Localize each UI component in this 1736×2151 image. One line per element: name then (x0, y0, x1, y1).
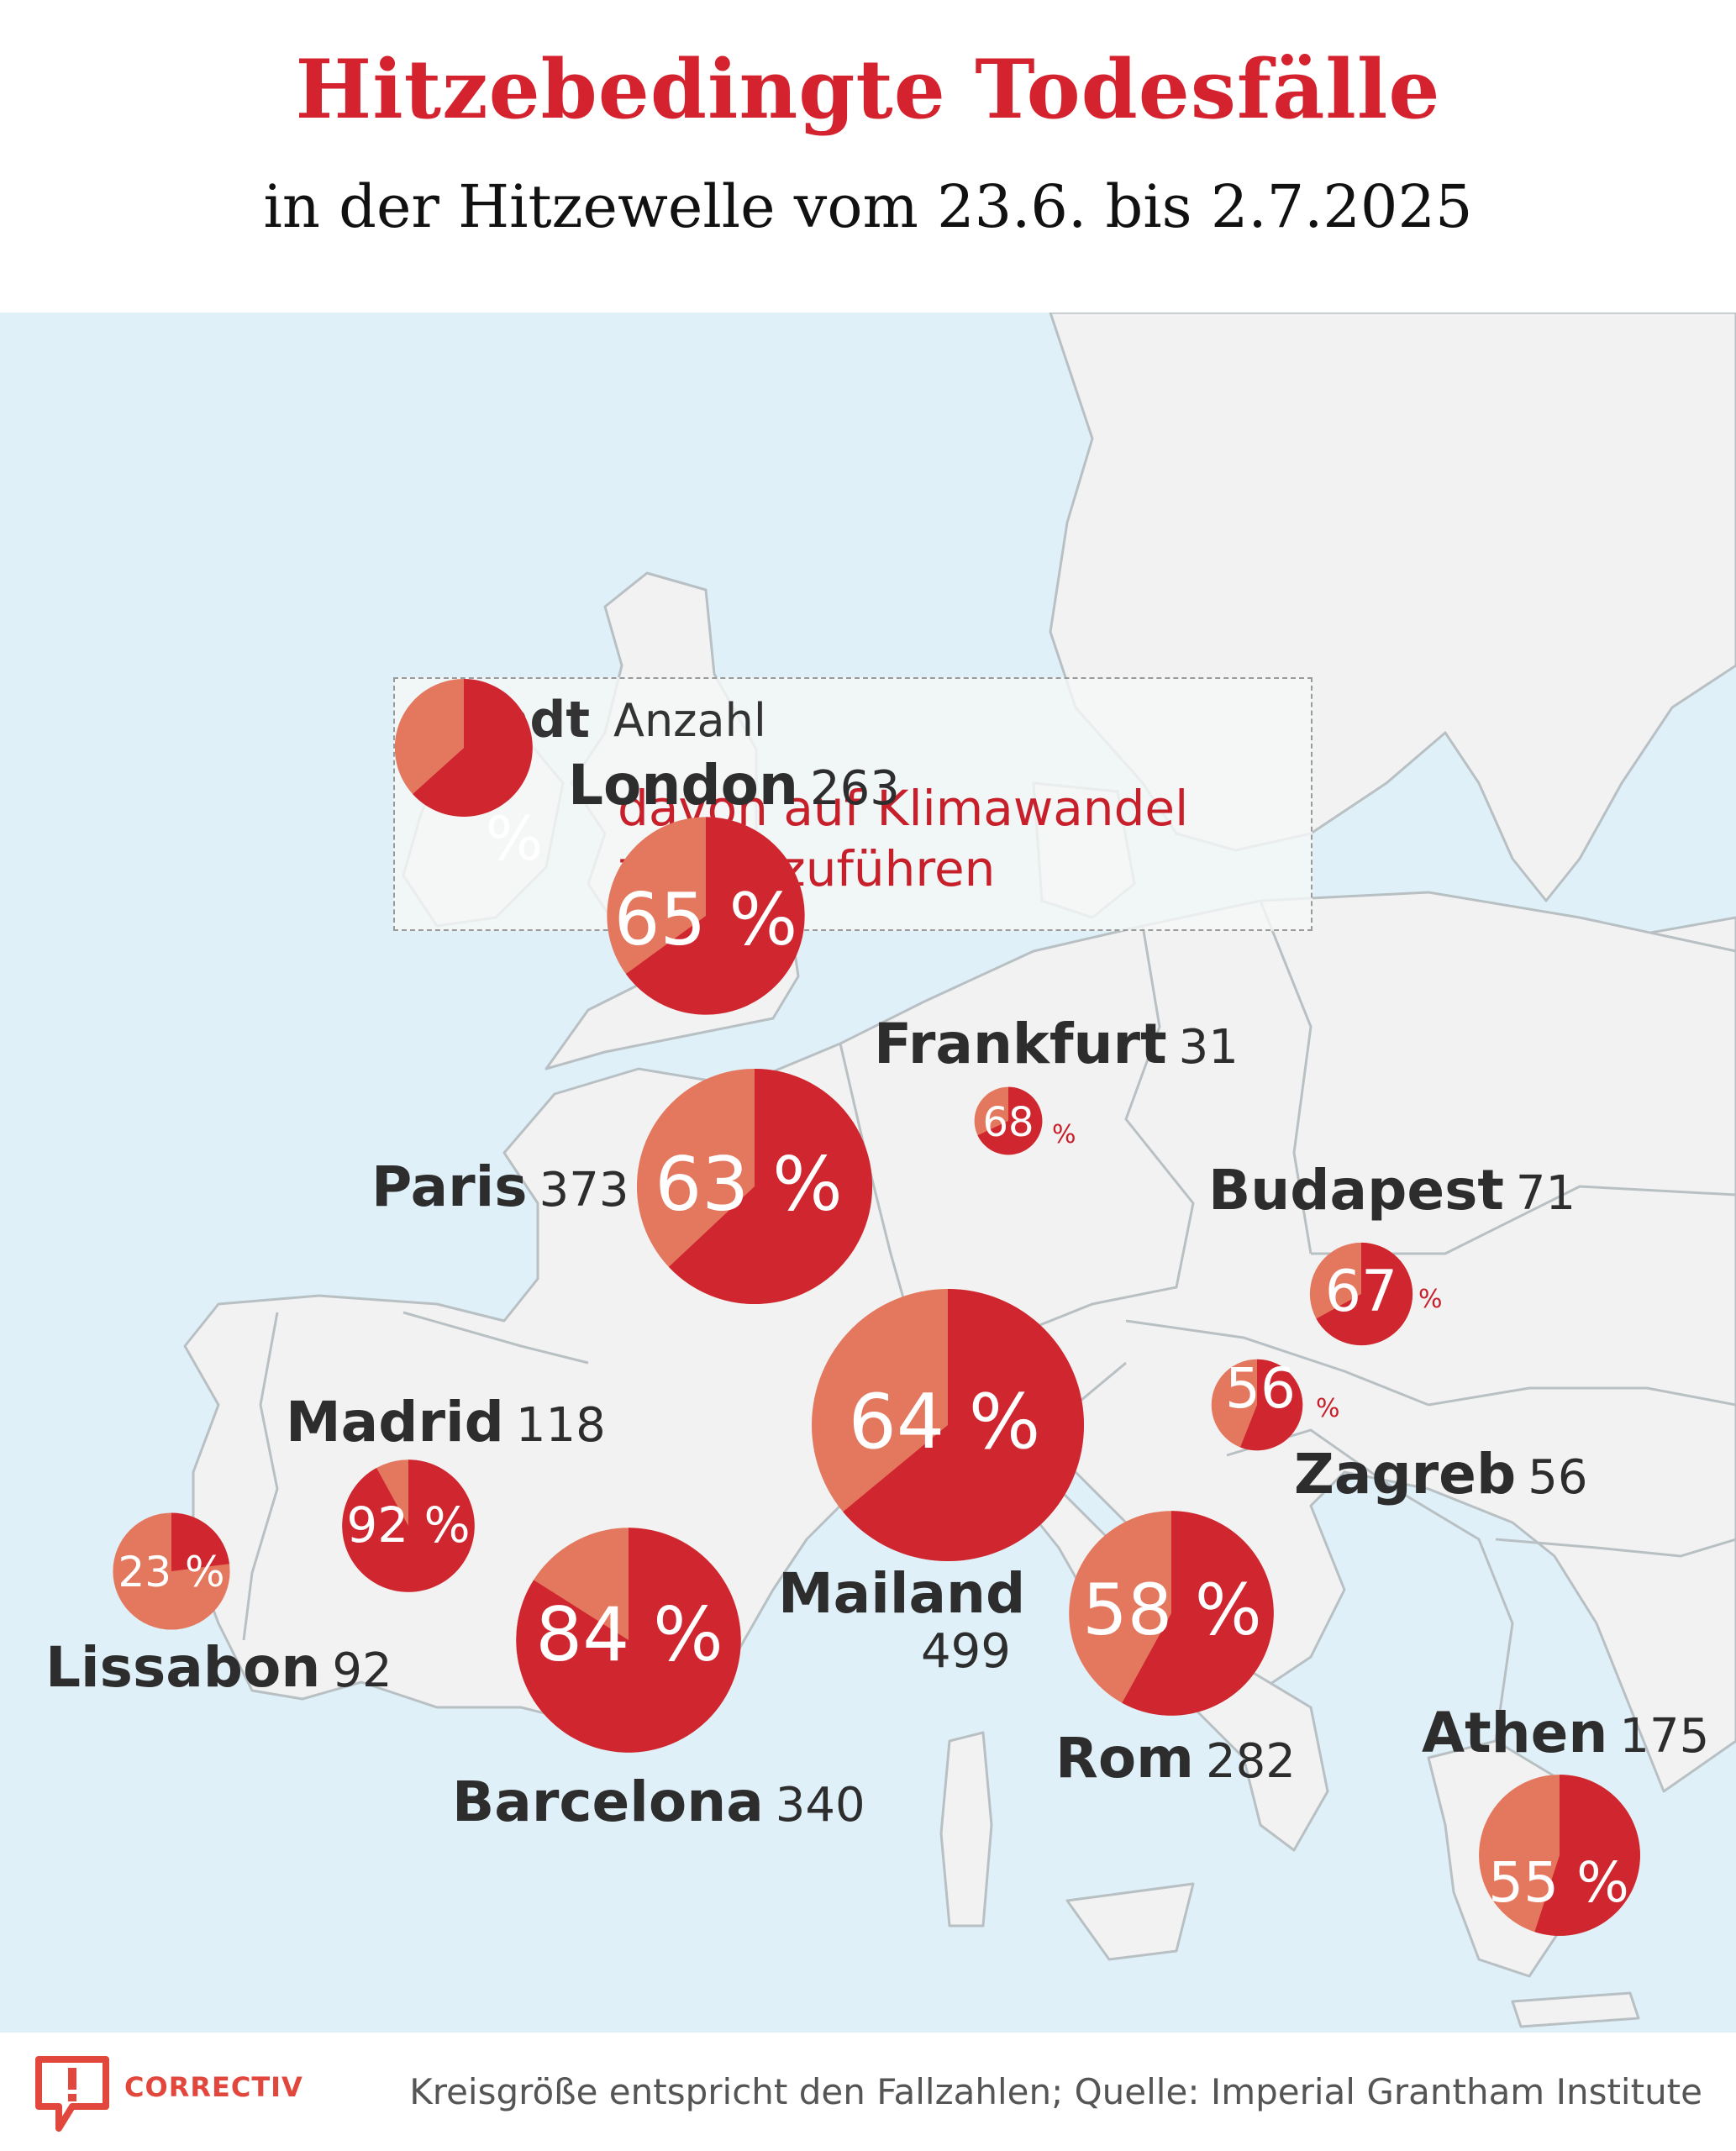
pie-slice-climate (1240, 1359, 1303, 1451)
city-label-rom: Rom 282 (1055, 1731, 1296, 1786)
city-name: Lissabon (45, 1635, 321, 1700)
chart-subtitle: in der Hitzewelle vom 23.6. bis 2.7.2025 (263, 172, 1473, 241)
pct-label-frankfurt: 68 (982, 1099, 1034, 1146)
border-pl (1259, 900, 1313, 1254)
pie-slice-climate (1534, 1775, 1640, 1936)
border-es-pt (242, 1312, 279, 1641)
pie-madrid (342, 1459, 475, 1592)
city-name: Budapest (1208, 1158, 1504, 1223)
pie-layer (113, 817, 1640, 1936)
city-name: Mailand (778, 1561, 1026, 1626)
pct-label-lissabon: 23 % (118, 1548, 225, 1596)
legend-box: Stadt Anzahl % davon auf Klimawandel zur… (393, 677, 1313, 931)
pie-lissabon (113, 1512, 230, 1630)
pie-london (607, 817, 805, 1015)
city-name: Barcelona (452, 1770, 764, 1834)
pie-slice-climate (1316, 1242, 1413, 1346)
pct-sign-budapest: % (1418, 1285, 1443, 1314)
legend-count-label: Anzahl (613, 694, 766, 747)
city-label-london: London 263 (568, 758, 900, 813)
city-count: 175 (1619, 1709, 1710, 1764)
correctiv-logo: CORRECTIV (124, 2071, 303, 2103)
pct-label-athen: 55 % (1488, 1850, 1629, 1915)
city-name: London (568, 753, 798, 818)
pct-label-paris: 63 % (655, 1141, 843, 1228)
city-label-zagreb: Zagreb 56 (1294, 1447, 1587, 1502)
city-name: Athen (1422, 1701, 1608, 1765)
land-corsica-sardinia (939, 1731, 993, 1927)
pie-zagreb (1211, 1359, 1303, 1451)
pie-slice-climate (977, 1086, 1043, 1155)
pie-paris (636, 1068, 873, 1305)
pie-slice-climate (843, 1289, 1084, 1561)
border-bg (1495, 1538, 1736, 1558)
city-label-lissabon: Lissabon 92 (45, 1640, 392, 1696)
border-de-east (1007, 925, 1195, 1339)
city-count: 373 (539, 1163, 629, 1217)
pct-label-zagreb: 56 (1225, 1356, 1296, 1421)
city-count: 56 (1528, 1450, 1588, 1505)
pie-barcelona (516, 1528, 741, 1753)
city-label-madrid: Madrid 118 (286, 1395, 606, 1450)
land-sicily (1065, 1882, 1195, 1961)
legend-pie (395, 679, 533, 817)
pct-sign-frankfurt: % (1052, 1120, 1076, 1149)
legend-pie-other (395, 679, 464, 794)
pie-rom (1069, 1511, 1274, 1716)
europe-map: Stadt Anzahl % davon auf Klimawandel zur… (0, 313, 1736, 2033)
city-count: 282 (1205, 1734, 1296, 1789)
city-name: Zagreb (1294, 1442, 1517, 1507)
pct-sign-zagreb: % (1316, 1394, 1340, 1423)
city-label-barcelona: Barcelona 340 (452, 1775, 865, 1830)
city-count: 92 (332, 1643, 392, 1698)
city-count: 340 (775, 1778, 865, 1833)
chart-title: Hitzebedingte Todesfälle (295, 42, 1441, 137)
city-label-mailand: Mailand 499 (778, 1566, 1025, 1675)
border-ro (1428, 1386, 1736, 1407)
pie-slice-climate (668, 1068, 873, 1305)
city-count: 263 (809, 761, 900, 816)
pct-label-madrid: 92 % (346, 1496, 471, 1554)
pct-label-mailand: 64 % (848, 1378, 1041, 1466)
source-note: Kreisgröße entspricht den Fallzahlen; Qu… (409, 2071, 1702, 2112)
city-count: 118 (515, 1398, 606, 1453)
pie-slice-climate (342, 1459, 475, 1592)
city-count: 499 (921, 1624, 1011, 1679)
city-name: Frankfurt (874, 1012, 1167, 1076)
city-name: Paris (371, 1154, 528, 1219)
pct-label-budapest: 67 (1324, 1259, 1398, 1325)
city-name: Madrid (286, 1390, 504, 1454)
city-label-paris: Paris 373 (371, 1160, 629, 1215)
border-balkans (1226, 1428, 1514, 1742)
pie-slice-climate (1122, 1511, 1274, 1716)
border-at-hu (1125, 1319, 1429, 1407)
pie-budapest (1309, 1242, 1413, 1346)
border-fr-es (402, 1311, 589, 1365)
pie-slice-climate (516, 1528, 741, 1753)
city-count: 71 (1515, 1166, 1576, 1221)
pct-label-london: 65 % (613, 878, 798, 962)
pct-label-rom: 58 % (1082, 1569, 1262, 1651)
pie-slice-climate (625, 817, 805, 1015)
legend-pie-climate (413, 679, 533, 817)
pie-frankfurt (974, 1086, 1043, 1155)
land-crete (1511, 1991, 1640, 2028)
pct-label-barcelona: 84 % (535, 1591, 723, 1678)
city-label-frankfurt: Frankfurt 31 (874, 1017, 1239, 1072)
city-label-athen: Athen 175 (1422, 1706, 1709, 1761)
pie-slice-climate (171, 1512, 230, 1571)
footer: CORRECTIV Kreisgröße entspricht den Fall… (0, 2033, 1736, 2151)
pie-athen (1479, 1775, 1640, 1936)
city-name: Rom (1055, 1726, 1194, 1791)
legend-pct-symbol: % (485, 803, 544, 874)
pie-mailand (812, 1289, 1084, 1561)
city-label-budapest: Budapest 71 (1208, 1163, 1576, 1218)
correctiv-logo-icon (35, 2056, 109, 2132)
city-count: 31 (1178, 1020, 1239, 1075)
